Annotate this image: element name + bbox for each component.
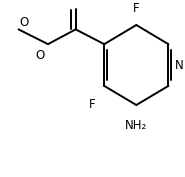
Text: O: O — [35, 49, 44, 62]
Text: F: F — [133, 2, 140, 15]
Text: N: N — [175, 59, 184, 72]
Text: F: F — [89, 98, 96, 111]
Text: O: O — [19, 16, 28, 29]
Text: NH₂: NH₂ — [125, 119, 147, 132]
